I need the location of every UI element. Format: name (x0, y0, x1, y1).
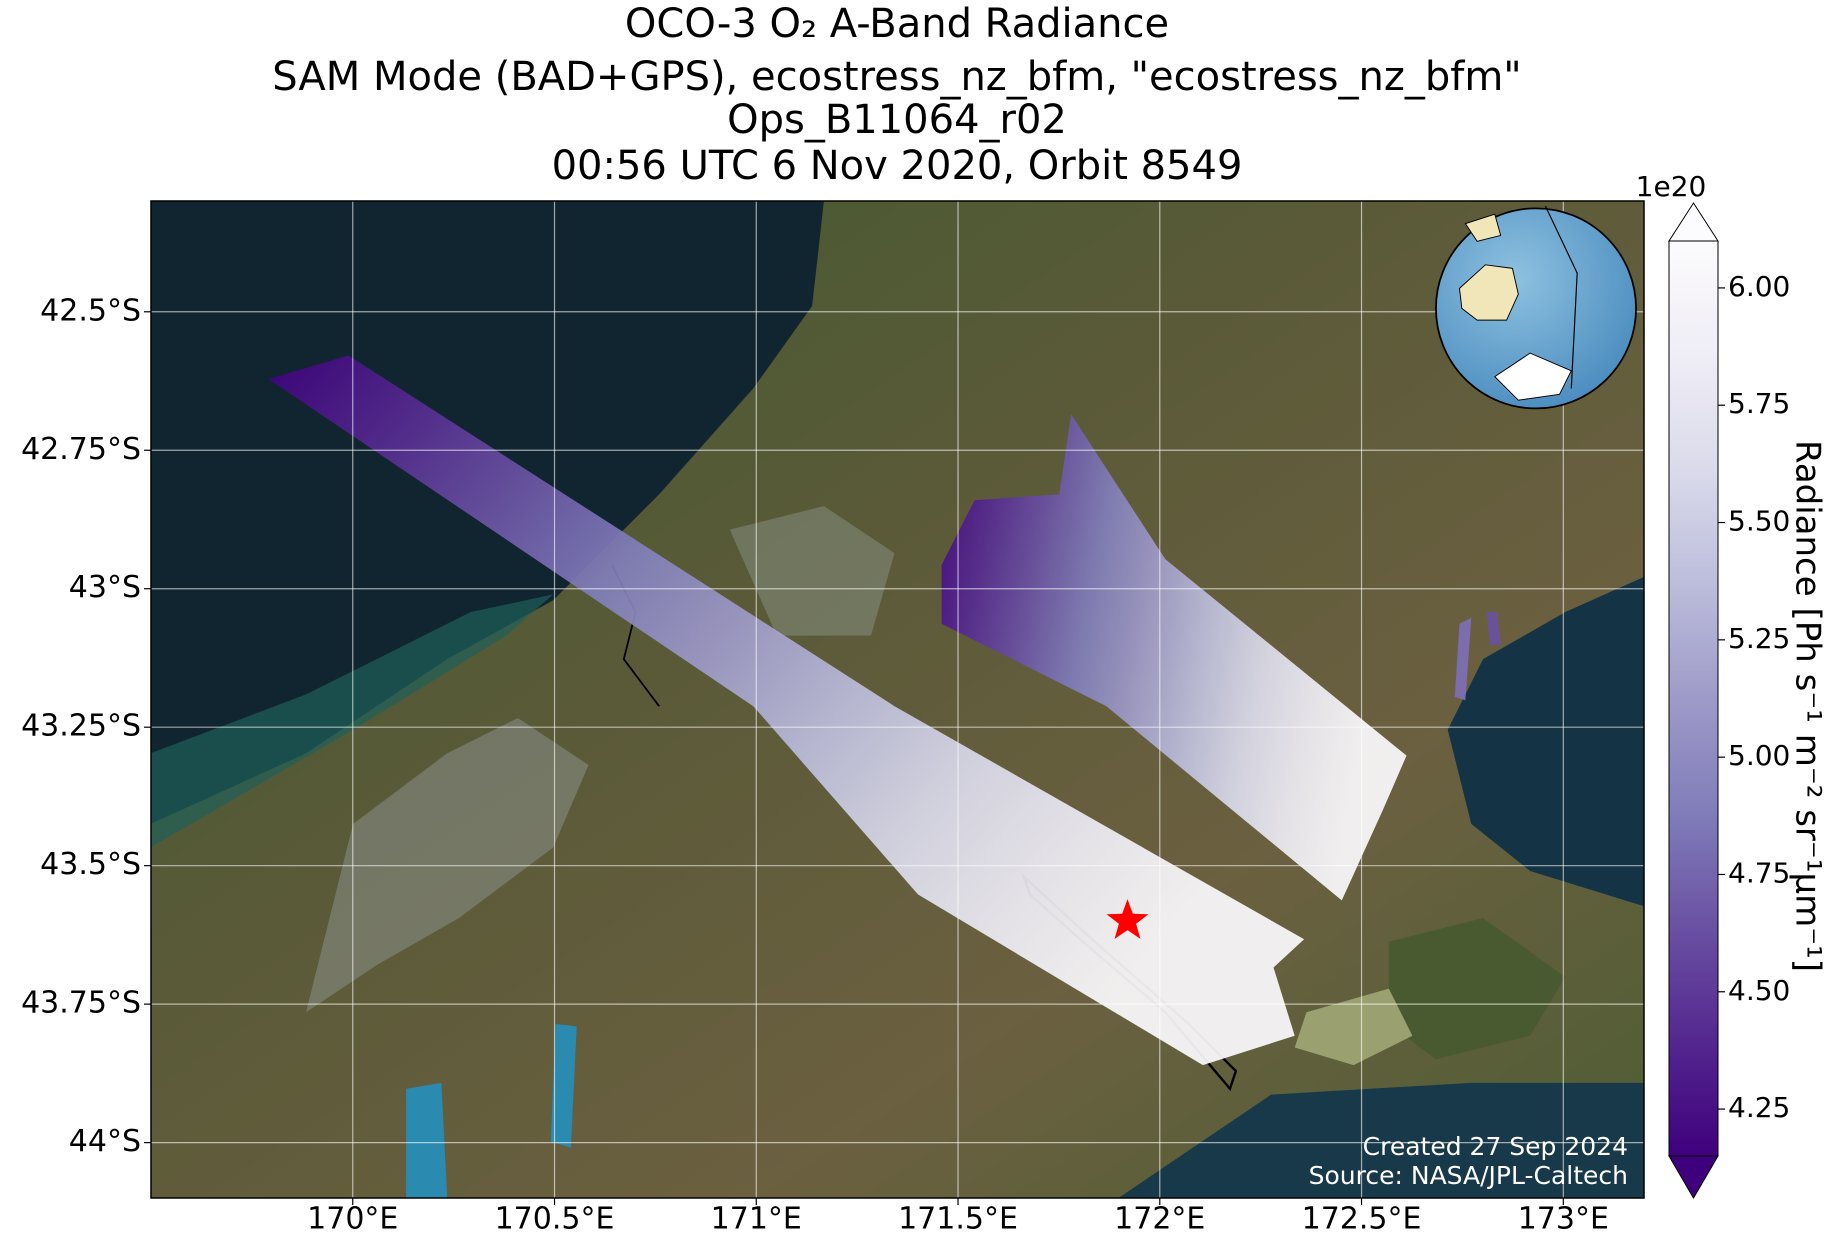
lake-tekapo (406, 1082, 448, 1198)
x-tick-label: 171.5°E (898, 1202, 1018, 1237)
credit: Source: NASA/JPL-Caltech (1309, 1161, 1628, 1190)
title-block: OCO-3 O₂ A-Band Radiance SAM Mode (BAD+GP… (272, 1, 1521, 189)
colorbar-extend-top (1668, 202, 1719, 242)
y-tick-label: 43°S (69, 570, 141, 605)
ocean-east (1447, 576, 1644, 907)
swath-fragment (1486, 612, 1501, 645)
coastal-water (151, 594, 554, 848)
basemap (151, 201, 1644, 1198)
x-tick-label: 171°E (711, 1202, 802, 1237)
chart-title: Ops_B11064_r02 (727, 97, 1067, 143)
asia (1464, 213, 1502, 242)
map-axes: 170°E 170.5°E 171°E 171.5°E 172°E 172.5°E 173°… (21, 201, 1644, 1237)
antarctica (1494, 352, 1572, 401)
lake-pukaki (550, 1023, 577, 1148)
credit: Created 27 Sep 2024 (1363, 1132, 1628, 1161)
swath-west (268, 355, 1305, 1066)
colorbar-label: Radiance [Ph s⁻¹ m⁻² sr⁻¹μm⁻¹] (1788, 440, 1828, 972)
chart-title: 00:56 UTC 6 Nov 2020, Orbit 8549 (552, 143, 1243, 189)
peninsula (1388, 918, 1566, 1060)
colorbar-exponent: 1e20 (1636, 170, 1707, 203)
ocean-south (1118, 1082, 1644, 1198)
x-tick-label: 173°E (1518, 1202, 1609, 1237)
colorbar-tick-label: 5.75 (1728, 387, 1790, 420)
map-frame (150, 200, 1645, 1199)
chart-title: OCO-3 O₂ A-Band Radiance (625, 1, 1169, 47)
locator-globe (1435, 205, 1637, 410)
y-tick-label: 42.75°S (21, 432, 141, 467)
y-tick-label: 43.75°S (21, 986, 141, 1021)
sounding-swaths (268, 355, 1501, 1066)
swath-east (941, 414, 1407, 901)
colorbar-tick-label: 4.75 (1728, 856, 1790, 889)
globe (1435, 207, 1637, 410)
lake (1294, 988, 1413, 1066)
colorbar-tick-label: 4.25 (1728, 1091, 1790, 1124)
swath-fragment (1454, 617, 1472, 701)
y-tick-label: 42.5°S (40, 293, 141, 328)
colorbar-tick-label: 6.00 (1728, 270, 1790, 303)
y-tick-label: 43.25°S (21, 709, 141, 744)
x-tick-label: 170.5°E (495, 1202, 615, 1237)
x-tick-label: 170°E (307, 1202, 398, 1237)
y-tick-label: 43.5°S (40, 847, 141, 882)
x-tick-label: 172.5°E (1302, 1202, 1422, 1237)
colorbar: 4.25 4.50 4.75 5.00 5.25 5.50 5.75 6.00 1e20 Radi… (1636, 170, 1828, 1199)
colorbar-extend-bottom (1668, 1155, 1719, 1199)
terminator (1544, 205, 1578, 389)
x-tick-label: 172°E (1114, 1202, 1205, 1237)
colorbar-tick-label: 5.25 (1728, 622, 1790, 655)
chart-title: SAM Mode (BAD+GPS), ecostress_nz_bfm, "e… (272, 54, 1521, 100)
colorbar-tick-label: 5.50 (1728, 505, 1790, 538)
australia (1458, 264, 1519, 321)
colorbar-tick-label: 5.00 (1728, 739, 1790, 772)
colorbar-frame (1668, 240, 1719, 1157)
colorbar-body (1669, 241, 1718, 1156)
y-tick-label: 44°S (69, 1124, 141, 1159)
colorbar-tick-label: 4.50 (1728, 974, 1790, 1007)
snow-peaks (729, 506, 895, 636)
target-marker (1106, 899, 1149, 939)
